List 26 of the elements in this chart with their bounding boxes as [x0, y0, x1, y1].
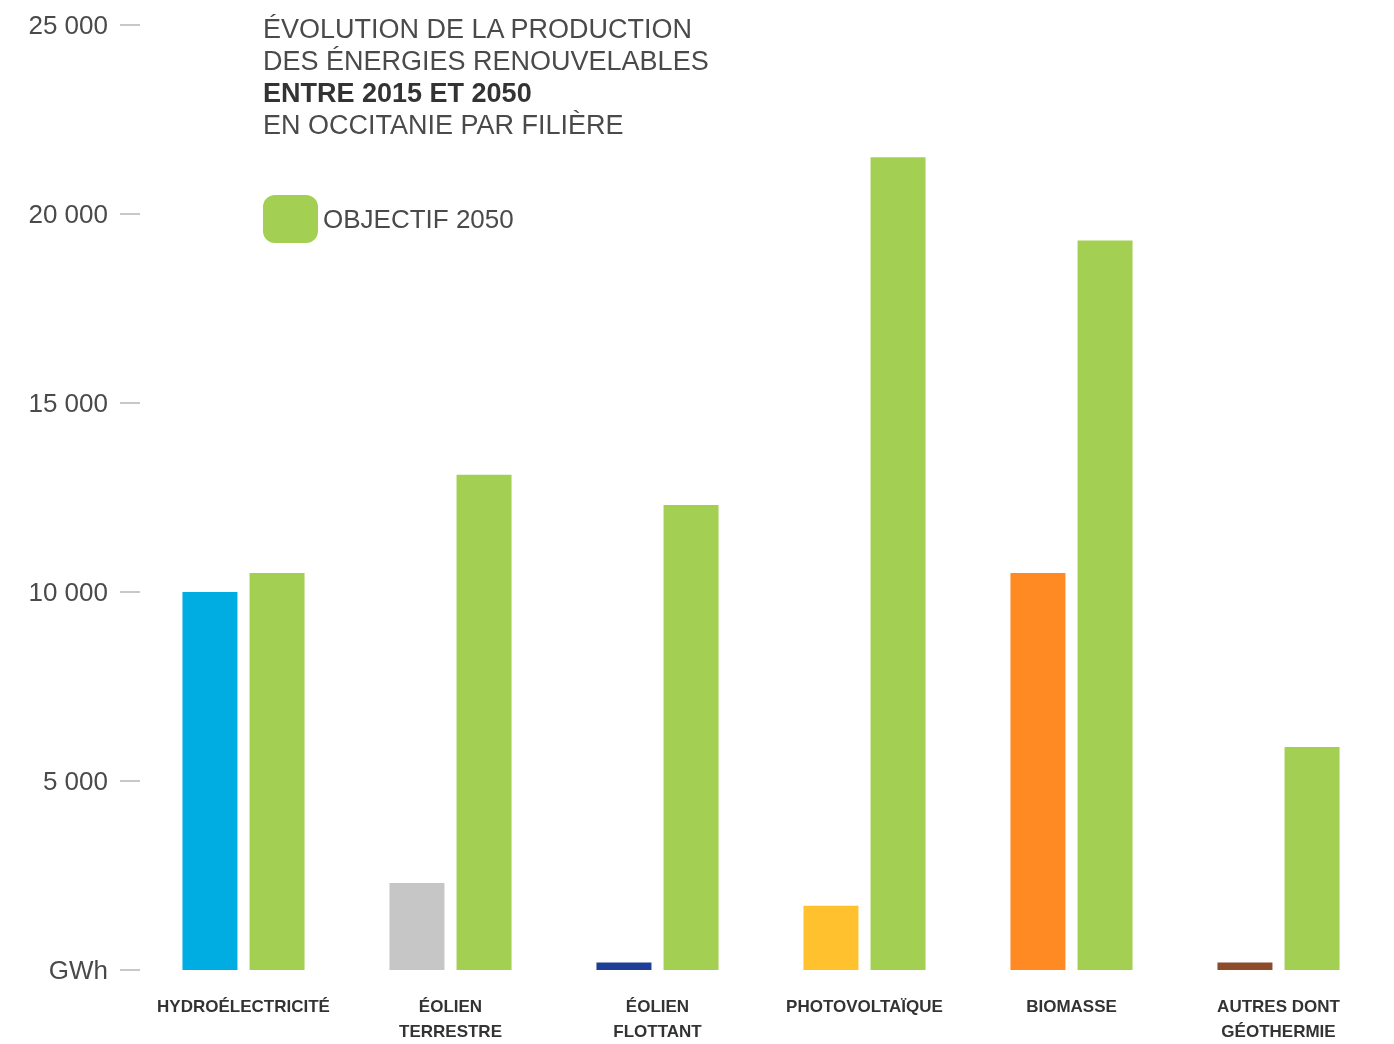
bar: [870, 157, 926, 970]
bar: [596, 962, 652, 970]
x-tick-label: ÉOLIEN TERRESTRE: [399, 997, 502, 1041]
bar: [1217, 962, 1273, 970]
x-tick-label: ÉOLIEN FLOTTANT: [613, 997, 703, 1041]
bar: [803, 905, 859, 970]
text: ÉVOLUTION DE LA PRODUCTION DES ÉNERGIES RENOUVELABLES ENTRE 2015 ET 2050 EN OCCITANIE PAR FILIÈRE: [263, 14, 709, 140]
x-tick-label: HYDROÉLECTRICITÉ: [157, 997, 330, 1016]
y-tick-label: 10 000: [28, 577, 108, 607]
x-tick-label: PHOTOVOLTAÏQUE: [786, 997, 943, 1016]
y-tick-label: 5 000: [42, 766, 108, 796]
bar: [1284, 746, 1340, 970]
bar: [182, 592, 238, 970]
x-tick-label: BIOMASSE: [1026, 997, 1117, 1016]
bar: [249, 573, 305, 970]
y-tick-label: GWh: [48, 955, 108, 985]
bar: [389, 883, 445, 970]
y-tick-label: 15 000: [28, 388, 108, 418]
bar: [456, 474, 512, 970]
bar: [1077, 240, 1133, 970]
legend-label: OBJECTIF 2050: [323, 204, 514, 234]
bar: [1010, 573, 1066, 970]
x-tick-label: AUTRES DONT GÉOTHERMIE: [1217, 997, 1341, 1041]
y-tick-label: 20 000: [28, 199, 108, 229]
y-tick-label: 25 000: [28, 10, 108, 40]
bar: [663, 505, 719, 970]
